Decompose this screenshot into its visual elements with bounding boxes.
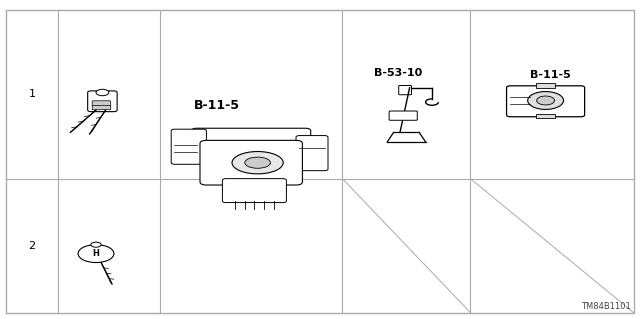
Circle shape: [78, 245, 114, 263]
Circle shape: [96, 89, 109, 96]
Text: 2: 2: [28, 241, 36, 251]
FancyBboxPatch shape: [192, 128, 311, 152]
FancyBboxPatch shape: [223, 179, 287, 203]
Text: B-53-10: B-53-10: [374, 68, 422, 78]
Text: B-11-5: B-11-5: [193, 99, 239, 112]
Bar: [536, 114, 556, 118]
Ellipse shape: [245, 157, 271, 168]
FancyBboxPatch shape: [296, 136, 328, 171]
Bar: [536, 83, 556, 88]
FancyBboxPatch shape: [200, 140, 303, 185]
FancyBboxPatch shape: [399, 85, 412, 95]
Text: B-11-5: B-11-5: [530, 70, 570, 80]
FancyBboxPatch shape: [88, 91, 117, 112]
Text: 1: 1: [29, 89, 35, 99]
Circle shape: [528, 92, 564, 109]
FancyBboxPatch shape: [389, 111, 417, 120]
FancyBboxPatch shape: [92, 106, 111, 110]
FancyBboxPatch shape: [172, 129, 206, 164]
Text: TM84B1101: TM84B1101: [580, 302, 630, 311]
FancyBboxPatch shape: [92, 101, 111, 106]
Ellipse shape: [232, 152, 284, 174]
Text: H: H: [93, 249, 99, 258]
Circle shape: [536, 96, 555, 105]
Circle shape: [91, 242, 101, 247]
FancyBboxPatch shape: [507, 86, 585, 117]
